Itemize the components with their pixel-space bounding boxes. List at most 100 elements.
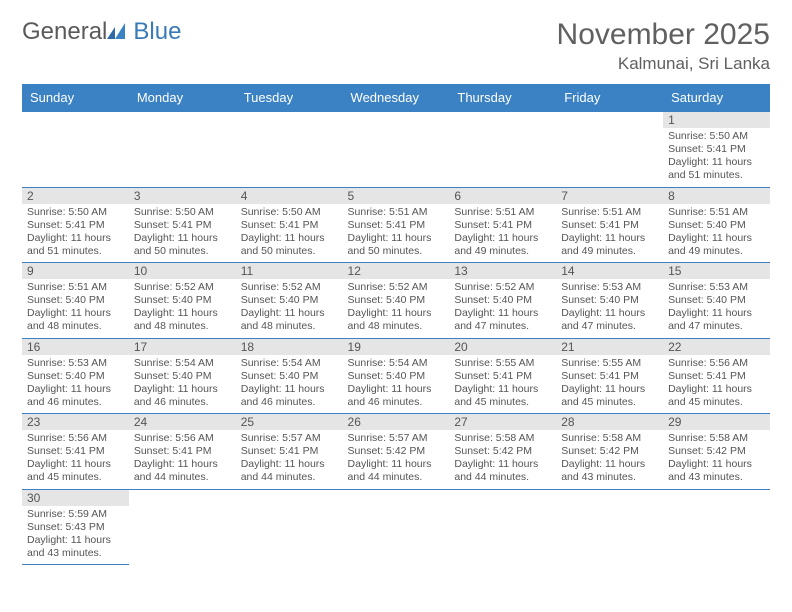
day-info: Sunrise: 5:56 AMSunset: 5:41 PMDaylight:…: [129, 430, 236, 489]
daylight-line: Daylight: 11 hours and 46 minutes.: [348, 383, 445, 409]
day-info: Sunrise: 5:51 AMSunset: 5:41 PMDaylight:…: [556, 204, 663, 263]
sunset-line: Sunset: 5:41 PM: [27, 219, 124, 232]
sunrise-line: Sunrise: 5:51 AM: [561, 206, 658, 219]
sunset-line: Sunset: 5:41 PM: [241, 219, 338, 232]
calendar-table: SundayMondayTuesdayWednesdayThursdayFrid…: [22, 84, 770, 565]
daylight-line: Daylight: 11 hours and 44 minutes.: [241, 458, 338, 484]
month-title: November 2025: [557, 18, 770, 52]
daylight-line: Daylight: 11 hours and 46 minutes.: [27, 383, 124, 409]
empty-cell: [236, 112, 343, 188]
day-number: 1: [663, 112, 770, 128]
day-info: Sunrise: 5:54 AMSunset: 5:40 PMDaylight:…: [236, 355, 343, 414]
sunset-line: Sunset: 5:40 PM: [668, 294, 765, 307]
daylight-line: Daylight: 11 hours and 49 minutes.: [668, 232, 765, 258]
weekday-header: Thursday: [449, 84, 556, 112]
empty-cell: [449, 489, 556, 565]
daylight-line: Daylight: 11 hours and 47 minutes.: [561, 307, 658, 333]
day-info: Sunrise: 5:55 AMSunset: 5:41 PMDaylight:…: [556, 355, 663, 414]
sunrise-line: Sunrise: 5:53 AM: [668, 281, 765, 294]
weekday-header: Sunday: [22, 84, 129, 112]
daylight-line: Daylight: 11 hours and 51 minutes.: [668, 156, 765, 182]
sunset-line: Sunset: 5:40 PM: [27, 294, 124, 307]
daylight-line: Daylight: 11 hours and 45 minutes.: [561, 383, 658, 409]
empty-cell: [663, 489, 770, 565]
sunrise-line: Sunrise: 5:53 AM: [561, 281, 658, 294]
day-number: 17: [129, 339, 236, 355]
sunset-line: Sunset: 5:41 PM: [668, 370, 765, 383]
day-cell: 4Sunrise: 5:50 AMSunset: 5:41 PMDaylight…: [236, 187, 343, 263]
sunset-line: Sunset: 5:42 PM: [348, 445, 445, 458]
day-info: Sunrise: 5:57 AMSunset: 5:41 PMDaylight:…: [236, 430, 343, 489]
day-info: Sunrise: 5:57 AMSunset: 5:42 PMDaylight:…: [343, 430, 450, 489]
sunrise-line: Sunrise: 5:52 AM: [348, 281, 445, 294]
daylight-line: Daylight: 11 hours and 44 minutes.: [454, 458, 551, 484]
empty-cell: [449, 112, 556, 188]
day-number: 8: [663, 188, 770, 204]
sunrise-line: Sunrise: 5:54 AM: [134, 357, 231, 370]
day-cell: 30Sunrise: 5:59 AMSunset: 5:43 PMDayligh…: [22, 489, 129, 565]
sunset-line: Sunset: 5:41 PM: [561, 370, 658, 383]
daylight-line: Daylight: 11 hours and 49 minutes.: [454, 232, 551, 258]
day-number: 20: [449, 339, 556, 355]
daylight-line: Daylight: 11 hours and 46 minutes.: [241, 383, 338, 409]
day-number: 25: [236, 414, 343, 430]
daylight-line: Daylight: 11 hours and 45 minutes.: [668, 383, 765, 409]
day-number: 29: [663, 414, 770, 430]
sunset-line: Sunset: 5:40 PM: [241, 294, 338, 307]
day-number: 15: [663, 263, 770, 279]
sunrise-line: Sunrise: 5:58 AM: [561, 432, 658, 445]
day-cell: 26Sunrise: 5:57 AMSunset: 5:42 PMDayligh…: [343, 414, 450, 490]
sunrise-line: Sunrise: 5:58 AM: [668, 432, 765, 445]
sunset-line: Sunset: 5:41 PM: [27, 445, 124, 458]
day-number: 14: [556, 263, 663, 279]
sunset-line: Sunset: 5:40 PM: [454, 294, 551, 307]
day-info: Sunrise: 5:58 AMSunset: 5:42 PMDaylight:…: [556, 430, 663, 489]
logo-icon: [107, 18, 131, 46]
daylight-line: Daylight: 11 hours and 48 minutes.: [241, 307, 338, 333]
day-number: 12: [343, 263, 450, 279]
sunrise-line: Sunrise: 5:51 AM: [454, 206, 551, 219]
day-number: 19: [343, 339, 450, 355]
day-info: Sunrise: 5:58 AMSunset: 5:42 PMDaylight:…: [449, 430, 556, 489]
day-number: 18: [236, 339, 343, 355]
sunrise-line: Sunrise: 5:58 AM: [454, 432, 551, 445]
sunrise-line: Sunrise: 5:50 AM: [27, 206, 124, 219]
day-info: Sunrise: 5:51 AMSunset: 5:41 PMDaylight:…: [449, 204, 556, 263]
weekday-header: Wednesday: [343, 84, 450, 112]
day-info: Sunrise: 5:53 AMSunset: 5:40 PMDaylight:…: [22, 355, 129, 414]
daylight-line: Daylight: 11 hours and 47 minutes.: [454, 307, 551, 333]
sunrise-line: Sunrise: 5:56 AM: [668, 357, 765, 370]
daylight-line: Daylight: 11 hours and 44 minutes.: [348, 458, 445, 484]
daylight-line: Daylight: 11 hours and 43 minutes.: [561, 458, 658, 484]
sunrise-line: Sunrise: 5:53 AM: [27, 357, 124, 370]
sunrise-line: Sunrise: 5:52 AM: [134, 281, 231, 294]
day-cell: 18Sunrise: 5:54 AMSunset: 5:40 PMDayligh…: [236, 338, 343, 414]
sunrise-line: Sunrise: 5:55 AM: [561, 357, 658, 370]
day-cell: 23Sunrise: 5:56 AMSunset: 5:41 PMDayligh…: [22, 414, 129, 490]
calendar-row: 16Sunrise: 5:53 AMSunset: 5:40 PMDayligh…: [22, 338, 770, 414]
day-cell: 3Sunrise: 5:50 AMSunset: 5:41 PMDaylight…: [129, 187, 236, 263]
daylight-line: Daylight: 11 hours and 46 minutes.: [134, 383, 231, 409]
day-cell: 5Sunrise: 5:51 AMSunset: 5:41 PMDaylight…: [343, 187, 450, 263]
location: Kalmunai, Sri Lanka: [557, 54, 770, 74]
daylight-line: Daylight: 11 hours and 45 minutes.: [454, 383, 551, 409]
sunset-line: Sunset: 5:41 PM: [561, 219, 658, 232]
daylight-line: Daylight: 11 hours and 47 minutes.: [668, 307, 765, 333]
day-cell: 21Sunrise: 5:55 AMSunset: 5:41 PMDayligh…: [556, 338, 663, 414]
empty-cell: [129, 489, 236, 565]
day-cell: 27Sunrise: 5:58 AMSunset: 5:42 PMDayligh…: [449, 414, 556, 490]
day-info: Sunrise: 5:54 AMSunset: 5:40 PMDaylight:…: [343, 355, 450, 414]
sunset-line: Sunset: 5:40 PM: [348, 370, 445, 383]
sunset-line: Sunset: 5:40 PM: [241, 370, 338, 383]
empty-cell: [343, 489, 450, 565]
day-cell: 25Sunrise: 5:57 AMSunset: 5:41 PMDayligh…: [236, 414, 343, 490]
day-number: 22: [663, 339, 770, 355]
sunrise-line: Sunrise: 5:57 AM: [241, 432, 338, 445]
day-info: Sunrise: 5:50 AMSunset: 5:41 PMDaylight:…: [236, 204, 343, 263]
logo-text-1: General: [22, 18, 107, 46]
day-number: 5: [343, 188, 450, 204]
day-cell: 6Sunrise: 5:51 AMSunset: 5:41 PMDaylight…: [449, 187, 556, 263]
day-info: Sunrise: 5:58 AMSunset: 5:42 PMDaylight:…: [663, 430, 770, 489]
day-info: Sunrise: 5:52 AMSunset: 5:40 PMDaylight:…: [343, 279, 450, 338]
calendar-row: 30Sunrise: 5:59 AMSunset: 5:43 PMDayligh…: [22, 489, 770, 565]
